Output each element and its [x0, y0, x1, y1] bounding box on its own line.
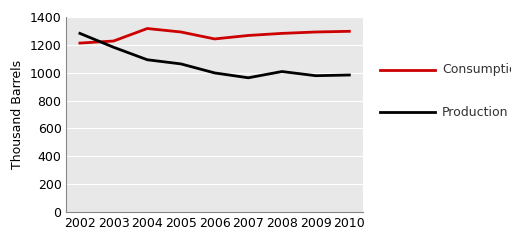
Production	[178, 62, 184, 65]
Production	[212, 71, 218, 74]
Production	[279, 70, 285, 73]
Consumption	[346, 30, 353, 33]
Consumption	[313, 30, 319, 33]
Line: Production: Production	[80, 33, 350, 78]
Text: Consumption: Consumption	[442, 63, 511, 76]
Line: Consumption: Consumption	[80, 29, 350, 43]
Production	[313, 74, 319, 77]
Consumption	[77, 42, 83, 45]
Consumption	[212, 37, 218, 40]
Production	[346, 73, 353, 76]
Production	[245, 76, 251, 79]
Text: Production: Production	[442, 106, 508, 119]
Production	[110, 46, 117, 49]
Consumption	[144, 27, 150, 30]
Consumption	[178, 30, 184, 33]
Production	[144, 58, 150, 61]
Consumption	[279, 32, 285, 35]
Consumption	[110, 40, 117, 43]
Production	[77, 32, 83, 35]
Y-axis label: Thousand Barrels: Thousand Barrels	[11, 60, 24, 169]
Consumption	[245, 34, 251, 37]
